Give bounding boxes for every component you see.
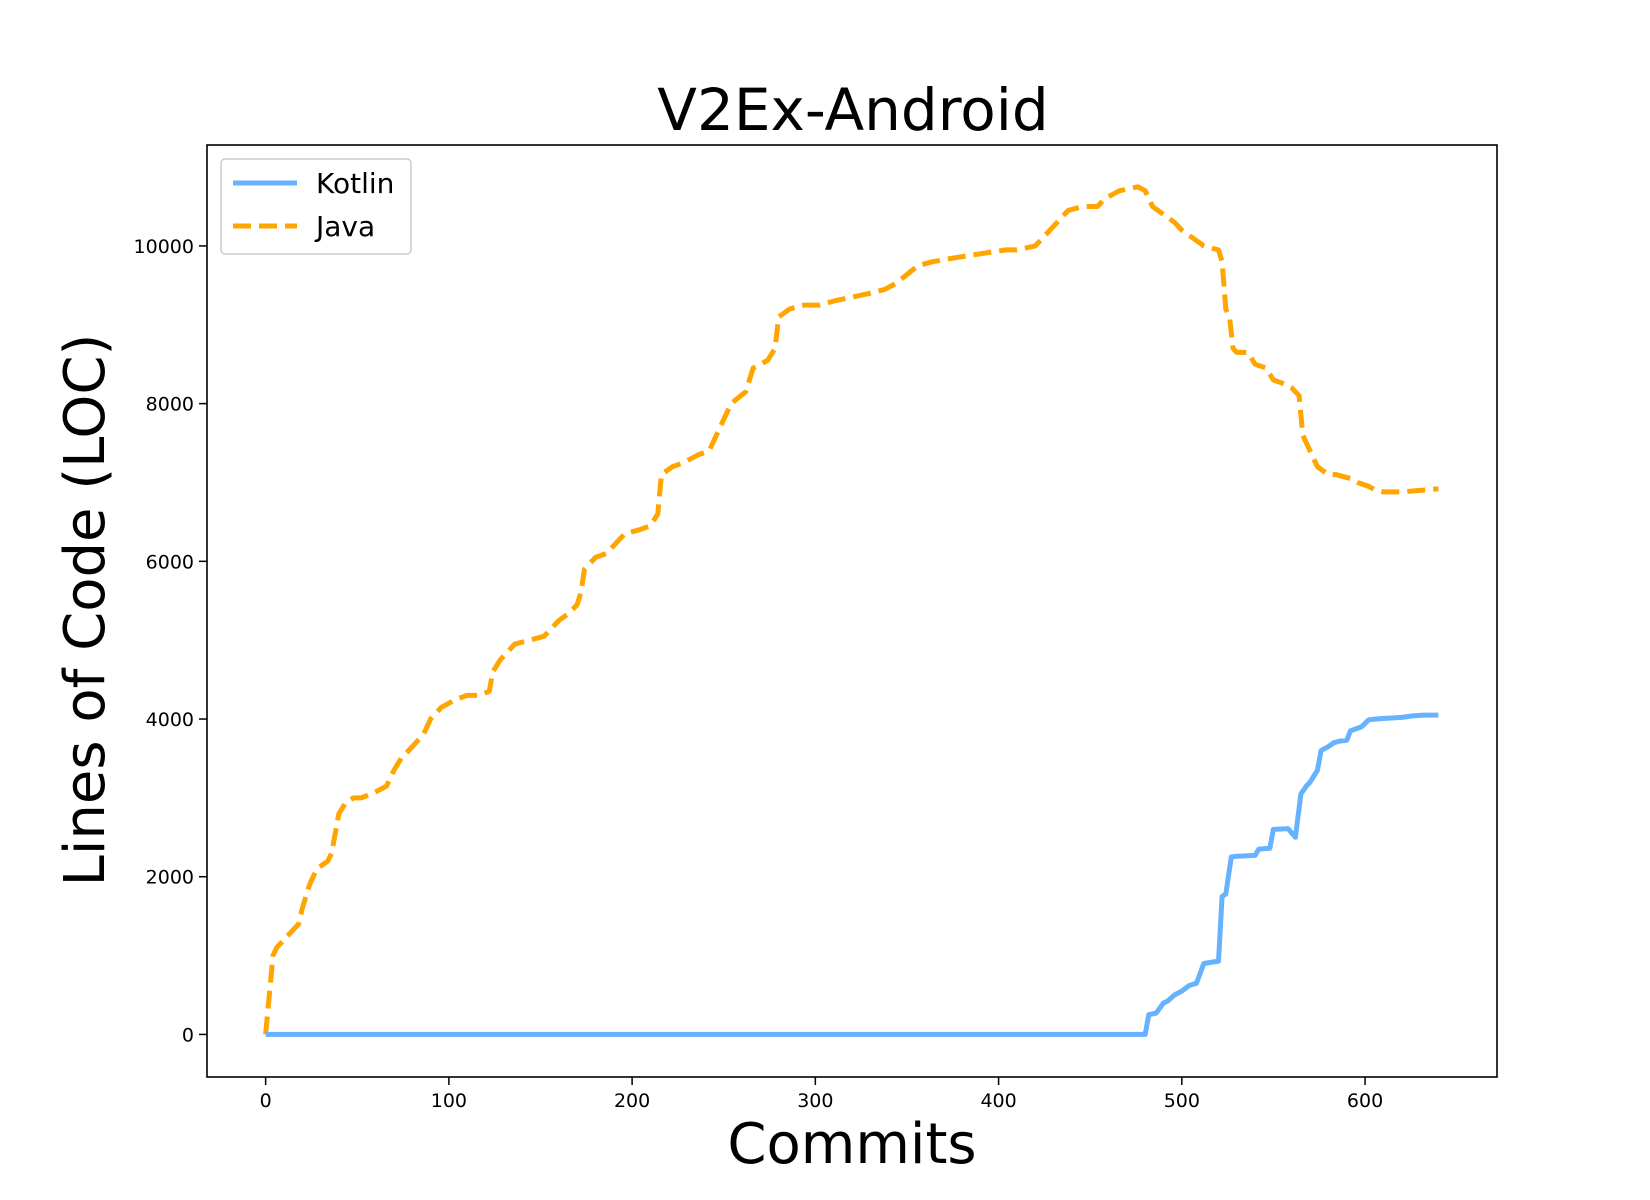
- x-tick-label: 100: [431, 1090, 467, 1112]
- y-tick-label: 0: [182, 1024, 194, 1046]
- x-tick-label: 300: [797, 1090, 833, 1112]
- y-tick-label: 10000: [134, 236, 194, 258]
- x-tick-label: 500: [1164, 1090, 1200, 1112]
- x-tick-label: 400: [980, 1090, 1016, 1112]
- series-line-java: [263, 184, 1439, 1035]
- x-tick-label: 600: [1347, 1090, 1383, 1112]
- x-axis: 0 100 200 300 400 500 600: [260, 1077, 1383, 1112]
- chart-title: V2Ex-Android: [657, 76, 1048, 144]
- y-tick-label: 4000: [146, 709, 194, 731]
- y-tick-label: 8000: [146, 394, 194, 416]
- legend: Kotlin Java: [220, 158, 412, 255]
- x-tick-label: 200: [614, 1090, 650, 1112]
- y-tick-label: 2000: [146, 867, 194, 889]
- y-axis: 0 2000 4000 6000 8000 10000: [134, 236, 207, 1046]
- series-layer: [263, 184, 1439, 1037]
- x-tick-label: 0: [260, 1090, 272, 1112]
- y-tick-label: 6000: [146, 551, 194, 573]
- legend-java-label: Java: [314, 210, 375, 243]
- series-line-kotlin: [265, 712, 1439, 1037]
- legend-kotlin-label: Kotlin: [316, 167, 394, 200]
- plot-frame: [206, 144, 1498, 1078]
- y-axis-title: Lines of Code (LOC): [53, 334, 118, 887]
- x-axis-title: Commits: [727, 1112, 976, 1177]
